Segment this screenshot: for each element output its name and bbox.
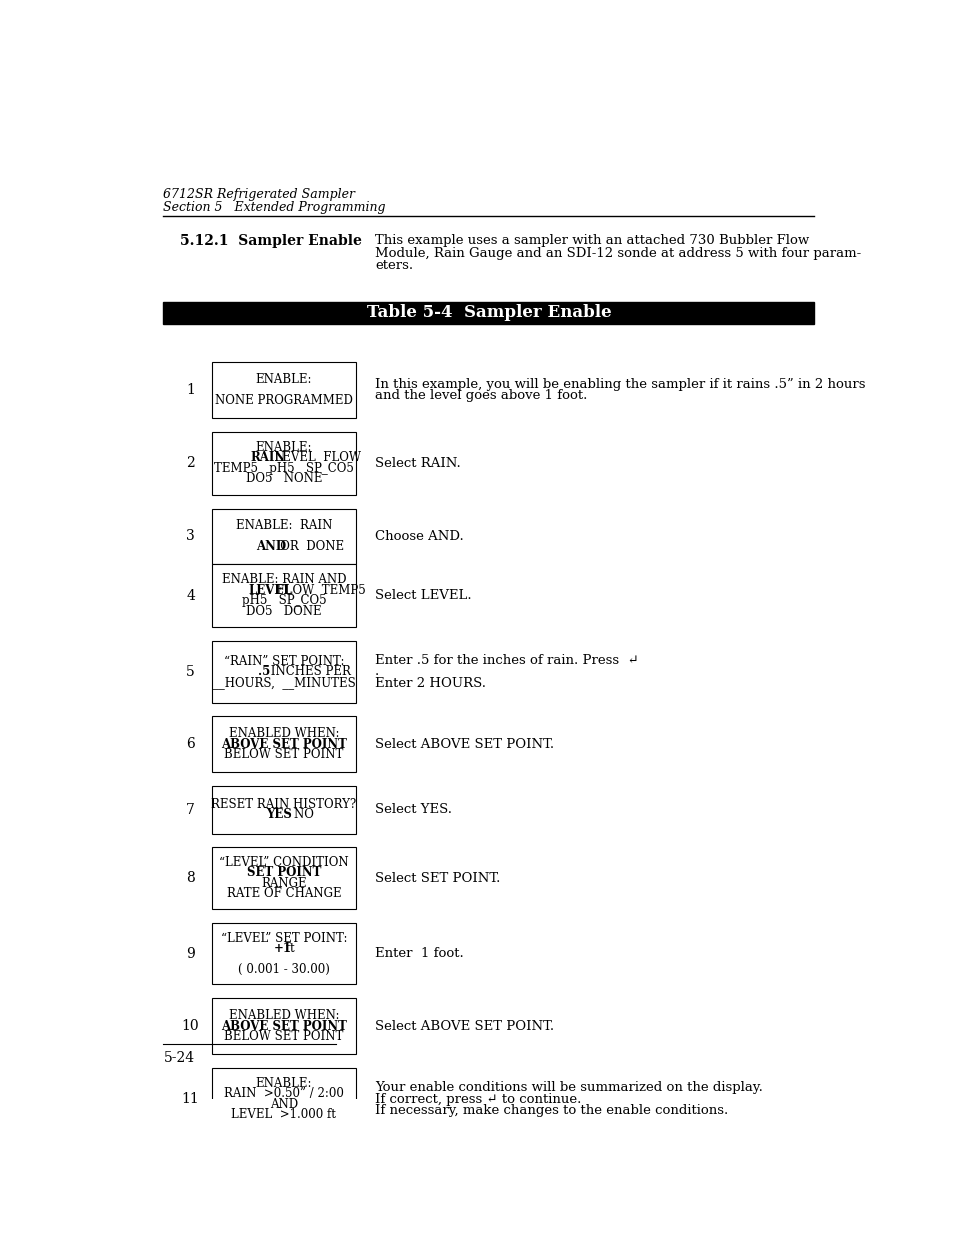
- Text: If necessary, make changes to the enable conditions.: If necessary, make changes to the enable…: [375, 1104, 727, 1118]
- Bar: [212, 1067, 355, 1131]
- Text: AND: AND: [256, 540, 286, 553]
- Text: Select RAIN.: Select RAIN.: [375, 457, 460, 469]
- Text: ENABLED WHEN:: ENABLED WHEN:: [229, 727, 339, 740]
- Text: NONE PROGRAMMED: NONE PROGRAMMED: [214, 394, 353, 406]
- Text: Table 5-4  Sampler Enable: Table 5-4 Sampler Enable: [366, 305, 611, 321]
- Text: LEVEL  >1.000 ft: LEVEL >1.000 ft: [232, 1108, 336, 1121]
- Text: ( 0.001 - 30.00): ( 0.001 - 30.00): [237, 963, 330, 976]
- Bar: [212, 641, 355, 703]
- Bar: [212, 998, 355, 1053]
- Text: 5: 5: [186, 664, 194, 679]
- Text: 10: 10: [182, 1019, 199, 1032]
- Text: Your enable conditions will be summarized on the display.: Your enable conditions will be summarize…: [375, 1081, 762, 1094]
- Text: Select LEVEL.: Select LEVEL.: [375, 589, 471, 603]
- Text: 7: 7: [186, 803, 194, 816]
- Bar: [212, 847, 355, 909]
- Text: 5.12.1  Sampler Enable: 5.12.1 Sampler Enable: [179, 235, 361, 248]
- Text: In this example, you will be enabling the sampler if it rains .5” in 2 hours: In this example, you will be enabling th…: [375, 378, 864, 390]
- Text: RATE OF CHANGE: RATE OF CHANGE: [227, 887, 341, 900]
- Text: Module, Rain Gauge and an SDI-12 sonde at address 5 with four param-: Module, Rain Gauge and an SDI-12 sonde a…: [375, 247, 861, 259]
- Text: AND: AND: [270, 1098, 297, 1110]
- Text: Select SET POINT.: Select SET POINT.: [375, 872, 500, 884]
- Text: Enter 2 HOURS.: Enter 2 HOURS.: [375, 677, 485, 690]
- Text: BELOW SET POINT: BELOW SET POINT: [224, 1030, 343, 1042]
- Text: FLOW  TEMP5: FLOW TEMP5: [269, 584, 366, 597]
- Text: 4: 4: [186, 589, 194, 603]
- Bar: [212, 431, 355, 495]
- Text: ft: ft: [282, 942, 294, 955]
- Text: NO: NO: [278, 809, 314, 821]
- Text: If correct, press ↵ to continue.: If correct, press ↵ to continue.: [375, 1093, 580, 1105]
- Text: BELOW SET POINT: BELOW SET POINT: [224, 748, 343, 761]
- Bar: [163, 303, 814, 324]
- Text: YES: YES: [266, 809, 292, 821]
- Text: Choose AND.: Choose AND.: [375, 530, 463, 542]
- Text: eters.: eters.: [375, 259, 413, 272]
- Text: Section 5   Extended Programming: Section 5 Extended Programming: [163, 200, 386, 214]
- Text: Select ABOVE SET POINT.: Select ABOVE SET POINT.: [375, 1020, 554, 1032]
- Text: RAIN: RAIN: [250, 452, 285, 464]
- Text: LEVEL  FLOW: LEVEL FLOW: [267, 452, 361, 464]
- Text: ENABLE:: ENABLE:: [255, 1077, 312, 1091]
- Text: DO5   NONE: DO5 NONE: [246, 472, 322, 485]
- Text: 11: 11: [181, 1092, 199, 1107]
- Text: 8: 8: [186, 871, 194, 885]
- Text: DO5   DONE: DO5 DONE: [246, 605, 321, 618]
- Text: ENABLE:: ENABLE:: [255, 373, 312, 387]
- Text: This example uses a sampler with an attached 730 Bubbler Flow: This example uses a sampler with an atta…: [375, 235, 808, 247]
- Text: ENABLE: RAIN AND: ENABLE: RAIN AND: [221, 573, 346, 587]
- Text: and the level goes above 1 foot.: and the level goes above 1 foot.: [375, 389, 587, 403]
- Text: RESET RAIN HISTORY?: RESET RAIN HISTORY?: [212, 798, 356, 811]
- Text: ABOVE SET POINT: ABOVE SET POINT: [221, 737, 347, 751]
- Text: ENABLE:: ENABLE:: [255, 441, 312, 454]
- Text: 2: 2: [186, 456, 194, 471]
- Text: ENABLED WHEN:: ENABLED WHEN:: [229, 1009, 339, 1023]
- Text: INCHES PER: INCHES PER: [267, 666, 351, 678]
- Text: pH5   SP_CO5: pH5 SP_CO5: [241, 594, 326, 608]
- Text: .: .: [375, 666, 379, 678]
- Text: SET POINT: SET POINT: [247, 867, 321, 879]
- Bar: [212, 785, 355, 834]
- Text: ENABLE:  RAIN: ENABLE: RAIN: [235, 520, 332, 532]
- Text: “RAIN” SET POINT:: “RAIN” SET POINT:: [223, 655, 344, 668]
- Text: Enter .5 for the inches of rain. Press  ↵: Enter .5 for the inches of rain. Press ↵: [375, 653, 639, 667]
- Bar: [212, 362, 355, 417]
- Bar: [212, 923, 355, 984]
- Bar: [212, 716, 355, 772]
- Text: TEMP5   pH5   SP_CO5: TEMP5 pH5 SP_CO5: [213, 462, 354, 474]
- Text: 6712SR Refrigerated Sampler: 6712SR Refrigerated Sampler: [163, 188, 355, 201]
- Text: 9: 9: [186, 946, 194, 961]
- Text: .5: .5: [258, 666, 271, 678]
- Text: RAIN  >0.50” / 2:00: RAIN >0.50” / 2:00: [224, 1088, 343, 1100]
- Text: 1: 1: [186, 383, 194, 396]
- Text: “LEVEL” CONDITION: “LEVEL” CONDITION: [219, 856, 349, 869]
- Text: 5-24: 5-24: [163, 1051, 194, 1066]
- Text: OR  DONE: OR DONE: [269, 540, 344, 553]
- Text: __HOURS,  __MINUTES: __HOURS, __MINUTES: [213, 676, 355, 689]
- Text: Select ABOVE SET POINT.: Select ABOVE SET POINT.: [375, 737, 554, 751]
- Text: RANGE: RANGE: [261, 877, 307, 890]
- Text: 3: 3: [186, 530, 194, 543]
- Text: “LEVEL” SET POINT:: “LEVEL” SET POINT:: [220, 931, 347, 945]
- Text: Select YES.: Select YES.: [375, 803, 452, 816]
- Text: Enter  1 foot.: Enter 1 foot.: [375, 947, 463, 960]
- Bar: [212, 509, 355, 564]
- Text: ABOVE SET POINT: ABOVE SET POINT: [221, 1020, 347, 1032]
- Text: 6: 6: [186, 737, 194, 751]
- Bar: [212, 564, 355, 627]
- Text: LEVEL: LEVEL: [248, 584, 292, 597]
- Text: +1: +1: [274, 942, 292, 955]
